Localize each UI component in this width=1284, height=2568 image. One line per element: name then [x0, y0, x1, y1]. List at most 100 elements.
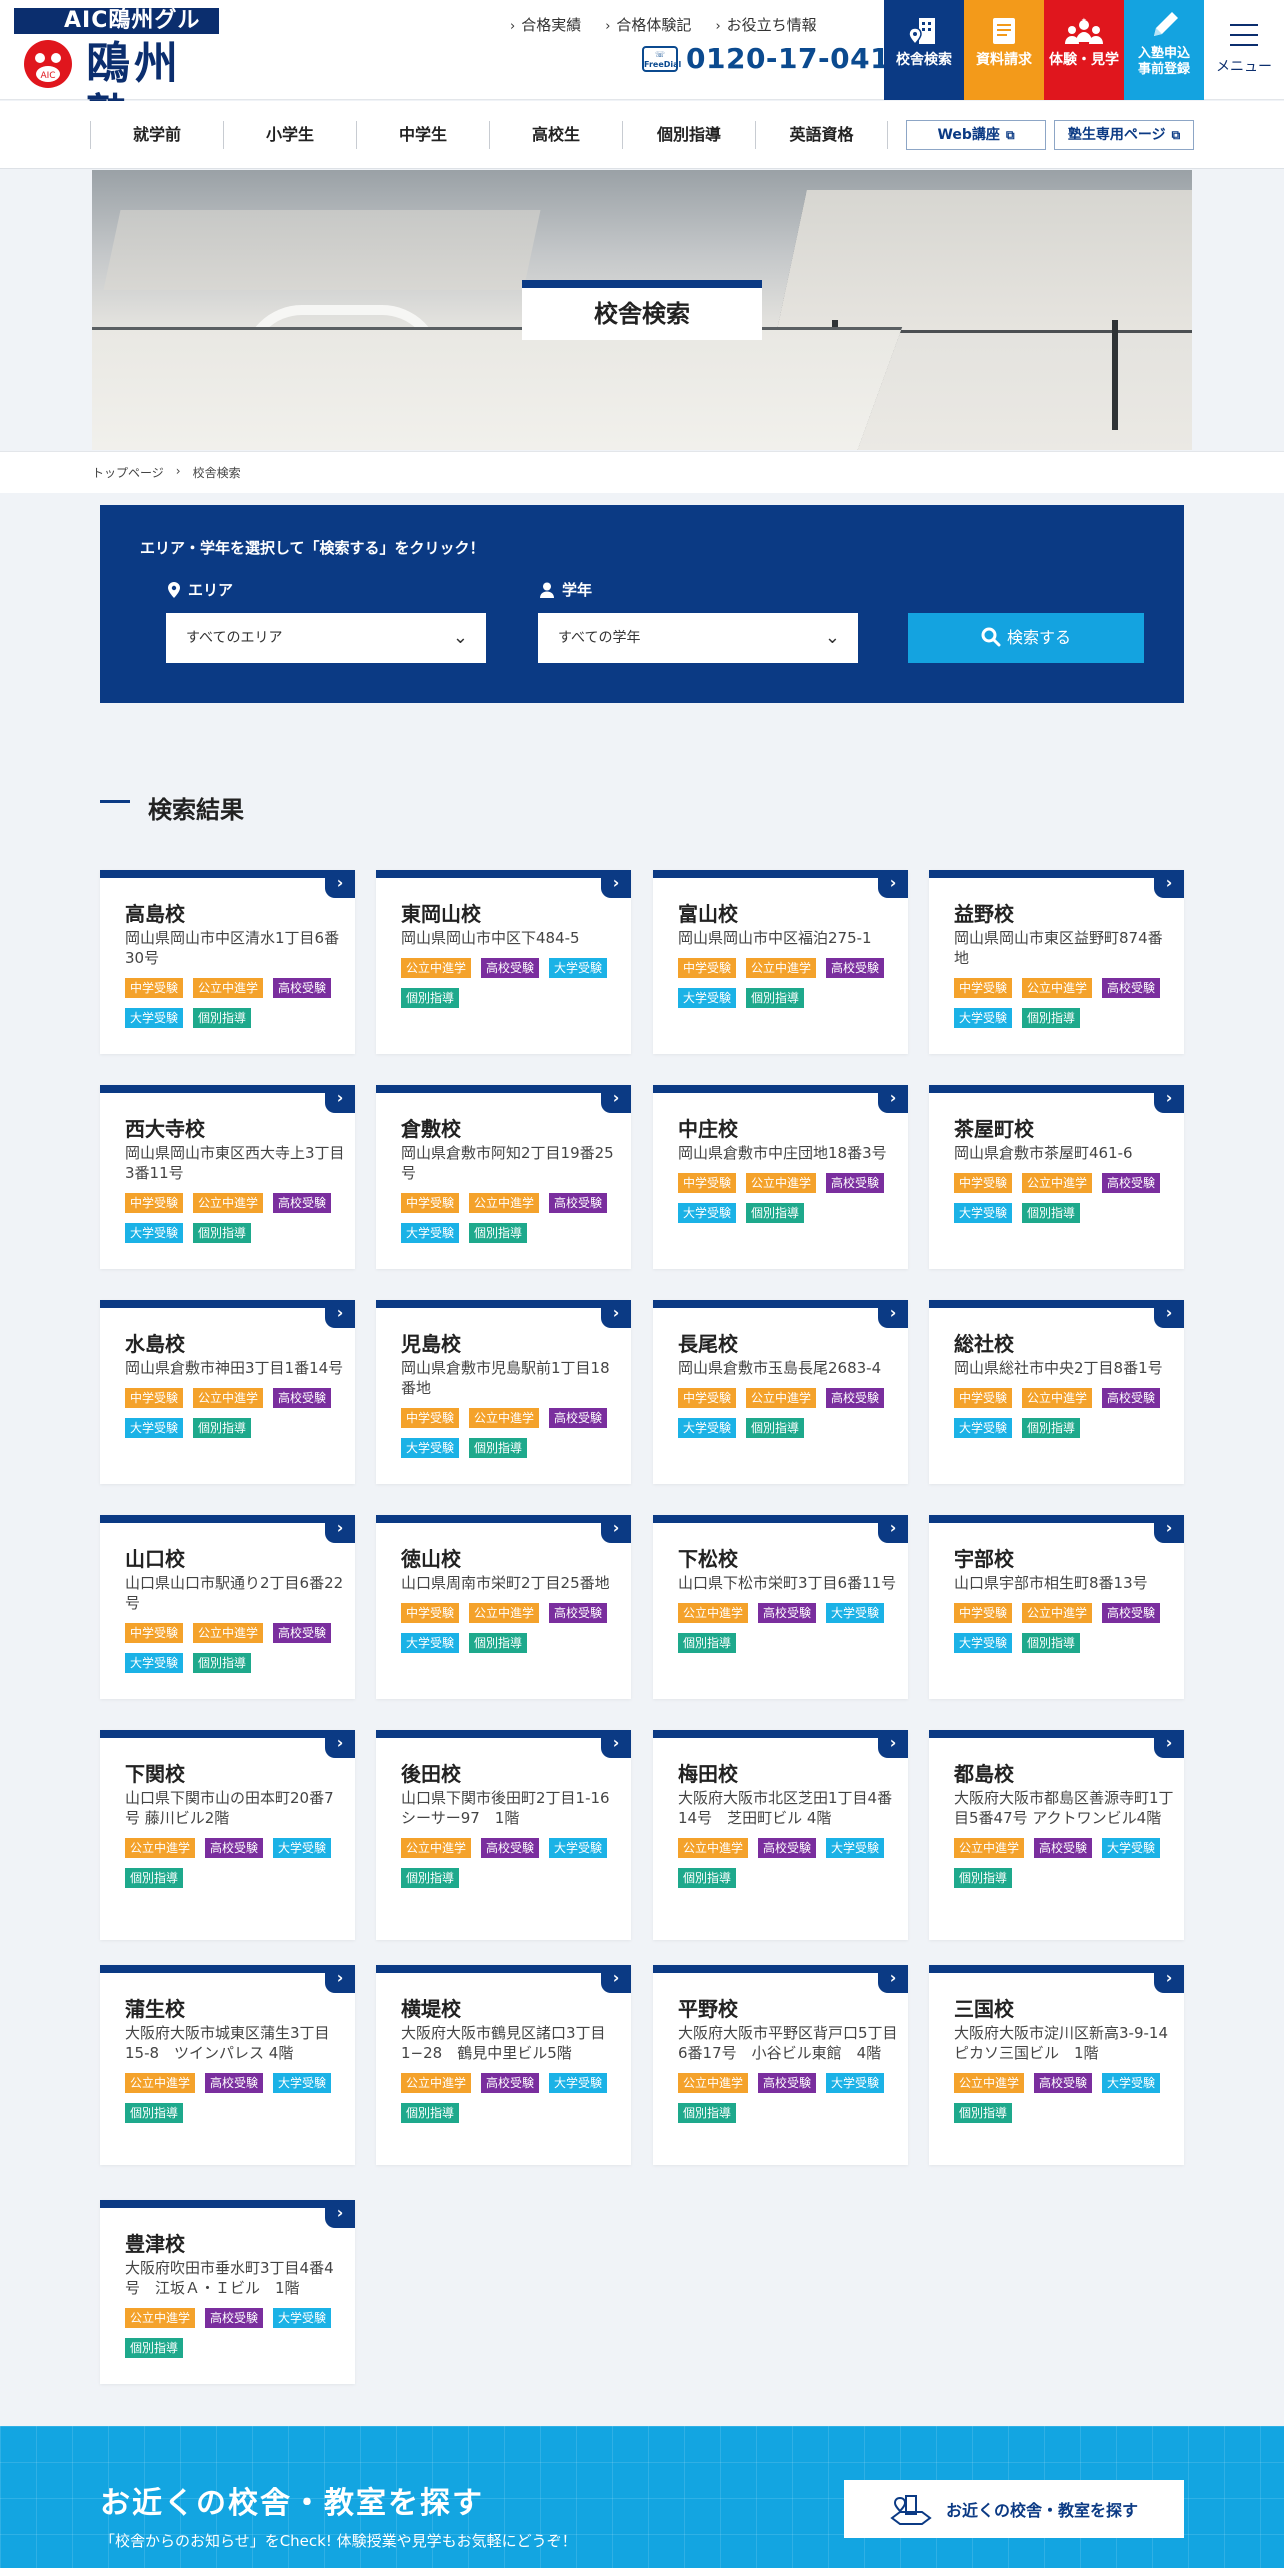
- school-address: 大阪府大阪市平野区背戸口5丁目6番17号 小谷ビル東館 4階: [678, 2024, 898, 2062]
- chevron-right-icon: ›: [510, 19, 516, 34]
- cat-elementary[interactable]: 小学生: [223, 121, 356, 149]
- school-name: 水島校: [125, 1332, 185, 1356]
- course-tag: 個別指導: [678, 1633, 737, 1653]
- chevron-right-icon: ›: [1154, 1730, 1184, 1758]
- building-map-icon: [890, 2495, 932, 2525]
- cat-preschool[interactable]: 就学前: [90, 121, 223, 149]
- course-tag: 高校受験: [273, 978, 332, 998]
- school-card[interactable]: › 富山校 岡山県岡山市中区福泊275-1 中学受験 公立中進学 高校受験 大学受験 個別指導: [653, 870, 908, 1054]
- school-tags: 公立中進学 高校受験 大学受験 個別指導: [954, 1838, 1179, 1888]
- course-tag: 大学受験: [125, 1418, 184, 1438]
- school-address: 山口県宇部市相生町8番13号: [954, 1574, 1148, 1592]
- course-tag: 中学受験: [678, 1388, 737, 1408]
- school-card[interactable]: › 徳山校 山口県周南市栄町2丁目25番地 中学受験 公立中進学 高校受験 大学受験 個別指導: [376, 1515, 631, 1699]
- school-tags: 公立中進学 高校受験 大学受験 個別指導: [125, 1838, 350, 1888]
- school-card[interactable]: › 蒲生校 大阪府大阪市城東区蒲生3丁目15-8 ツインパレス 4階 公立中進学 高校受…: [100, 1965, 355, 2165]
- course-tag: 個別指導: [678, 1868, 737, 1888]
- banner-title: お近くの校舎・教室を探す: [100, 2486, 484, 2521]
- school-card[interactable]: › 中庄校 岡山県倉敷市中庄団地18番3号 中学受験 公立中進学 高校受験 大学受験 個別指導: [653, 1085, 908, 1269]
- nav-button-brochure[interactable]: 資料請求: [964, 0, 1044, 100]
- phone-contact[interactable]: ☏ FreeDial 0120-17-0419: [642, 42, 910, 75]
- school-card[interactable]: › 児島校 岡山県倉敷市児島駅前1丁目18番地 中学受験 公立中進学 高校受験 大学受験 個別…: [376, 1300, 631, 1484]
- school-card[interactable]: › 西大寺校 岡山県岡山市東区西大寺上3丁目3番11号 中学受験 公立中進学 高校受験 大学…: [100, 1085, 355, 1269]
- cat-junior-high[interactable]: 中学生: [356, 121, 489, 149]
- chevron-right-icon: ›: [601, 1300, 631, 1328]
- course-tag: 大学受験: [125, 1653, 184, 1673]
- course-tag: 大学受験: [401, 1633, 460, 1653]
- course-tag: 大学受験: [1102, 2073, 1161, 2093]
- cat-individual[interactable]: 個別指導: [622, 121, 755, 149]
- school-card[interactable]: › 後田校 山口県下関市後田町2丁目1-16 シーサー97 1階 公立中進学 高校受験大…: [376, 1730, 631, 1940]
- school-card[interactable]: › 水島校 岡山県倉敷市神田3丁目1番14号 中学受験 公立中進学 高校受験 大学受験 個別指…: [100, 1300, 355, 1484]
- school-tags: 公立中進学 高校受験 大学受験 個別指導: [678, 1838, 903, 1888]
- web-course-link[interactable]: Web講座 ⧉: [906, 120, 1046, 150]
- banner-subtitle: 「校舎からのお知らせ」をCheck! 体験授業や見学もお気軽にどうぞ！: [100, 2532, 577, 2550]
- school-card[interactable]: › 長尾校 岡山県倉敷市玉島長尾2683-4 中学受験 公立中進学 高校受験 大学受験 個別指…: [653, 1300, 908, 1484]
- school-card[interactable]: › 平野校 大阪府大阪市平野区背戸口5丁目6番17号 小谷ビル東館 4階 公立中進学高…: [653, 1965, 908, 2165]
- school-address: 岡山県岡山市東区益野町874番地: [954, 929, 1163, 967]
- school-card[interactable]: › 豊津校 大阪府吹田市垂水町3丁目4番4号 江坂Ａ・Ｉビル 1階 公立中進学 高校受験…: [100, 2200, 355, 2384]
- school-name: 倉敷校: [401, 1117, 461, 1141]
- course-tag: 個別指導: [193, 1653, 252, 1673]
- school-card[interactable]: › 総社校 岡山県総社市中央2丁目8番1号 中学受験 公立中進学 高校受験 大学受験 個別指導: [929, 1300, 1184, 1484]
- school-name: 東岡山校: [401, 902, 481, 926]
- nav-button-school-search[interactable]: 校舎検索: [884, 0, 964, 100]
- school-card[interactable]: › 梅田校 大阪府大阪市北区芝田1丁目4番14号 芝田町ビル 4階 公立中進学 高校受験…: [653, 1730, 908, 1940]
- school-card[interactable]: › 都島校 大阪府大阪市都島区善源寺町1丁目5番47号 アクトワンビル4階 公立中進学…: [929, 1730, 1184, 1940]
- course-tag: 公立中進学: [469, 1193, 540, 1213]
- school-address: 山口県下関市山の田本町20番7号 藤川ビル2階: [125, 1789, 334, 1827]
- course-tag: 大学受験: [1102, 1838, 1161, 1858]
- grade-select[interactable]: すべての学年 ⌄: [538, 613, 858, 663]
- cat-english[interactable]: 英語資格: [755, 121, 888, 149]
- member-page-link[interactable]: 塾生専用ページ ⧉: [1054, 120, 1194, 150]
- school-card[interactable]: › 山口校 山口県山口市駅通り2丁目6番22号 中学受験 公立中進学 高校受験 大学受験 個別…: [100, 1515, 355, 1699]
- school-card[interactable]: › 下松校 山口県下松市栄町3丁目6番11号 公立中進学 高校受験 大学受験 個別指導: [653, 1515, 908, 1699]
- school-card[interactable]: › 横堤校 大阪府大阪市鶴見区諸口3丁目1−28 鶴見中里ビル5階 公立中進学 高校受験…: [376, 1965, 631, 2165]
- course-tag: 高校受験: [826, 958, 885, 978]
- course-tag: 高校受験: [273, 1193, 332, 1213]
- chevron-right-icon: ›: [1154, 1300, 1184, 1328]
- top-link-info[interactable]: › お役立ち情報: [715, 16, 817, 34]
- breadcrumb-current: 校舎検索: [192, 466, 241, 480]
- hamburger-menu-button[interactable]: メニュー: [1204, 0, 1284, 100]
- chevron-right-icon: ›: [325, 870, 355, 898]
- chevron-right-icon: ›: [878, 1300, 908, 1328]
- course-tag: 高校受験: [826, 1388, 885, 1408]
- school-card[interactable]: › 倉敷校 岡山県倉敷市阿知2丁目19番25号 中学受験 公立中進学 高校受験 大学受験 個別…: [376, 1085, 631, 1269]
- school-card[interactable]: › 茶屋町校 岡山県倉敷市茶屋町461-6 中学受験 公立中進学 高校受験 大学受験 個別指導: [929, 1085, 1184, 1269]
- school-card[interactable]: › 東岡山校 岡山県岡山市中区下484-5 公立中進学 高校受験 大学受験 個別指導: [376, 870, 631, 1054]
- course-tag: 中学受験: [678, 1173, 737, 1193]
- nav-button-trial[interactable]: ★ 体験・見学: [1044, 0, 1124, 100]
- school-tags: 中学受験 公立中進学 高校受験 大学受験 個別指導: [401, 1603, 626, 1653]
- course-tag: 中学受験: [954, 1388, 1013, 1408]
- school-card[interactable]: › 下関校 山口県下関市山の田本町20番7号 藤川ビル2階 公立中進学 高校受験 大学受験…: [100, 1730, 355, 1940]
- chevron-right-icon: ›: [878, 1730, 908, 1758]
- site-logo[interactable]: AIC鴎州グループ AIC 鴎州塾: [14, 8, 219, 141]
- school-card[interactable]: › 高島校 岡山県岡山市中区清水1丁目6番30号 中学受験 公立中進学 高校受験 大学受験個…: [100, 870, 355, 1054]
- chevron-right-icon: ›: [601, 1085, 631, 1113]
- school-card[interactable]: › 益野校 岡山県岡山市東区益野町874番地 中学受験 公立中進学 高校受験 大学受験 個別指…: [929, 870, 1184, 1054]
- course-tag: 大学受験: [549, 1838, 608, 1858]
- course-tag: 大学受験: [125, 1008, 184, 1028]
- course-tag: 公立中進学: [746, 1173, 817, 1193]
- nearby-school-button[interactable]: お近くの校舎・教室を探す: [844, 2480, 1184, 2538]
- school-card[interactable]: › 三国校 大阪府大阪市淀川区新高3-9-14 ピカソ三国ビル 1階 公立中進学 高校受…: [929, 1965, 1184, 2165]
- school-tags: 中学受験 公立中進学 高校受験 大学受験 個別指導: [401, 1408, 626, 1458]
- school-tags: 公立中進学 高校受験 大学受験 個別指導: [401, 958, 626, 1008]
- school-card[interactable]: › 宇部校 山口県宇部市相生町8番13号 中学受験 公立中進学 高校受験 大学受験 個別指導: [929, 1515, 1184, 1699]
- logo-group-name: AIC鴎州グループ: [14, 8, 219, 59]
- cat-high-school[interactable]: 高校生: [489, 121, 622, 149]
- search-button[interactable]: 検索する: [908, 613, 1144, 663]
- course-tag: 大学受験: [273, 2308, 332, 2328]
- school-name: 西大寺校: [125, 1117, 205, 1141]
- breadcrumb-home[interactable]: トップページ: [92, 466, 164, 480]
- school-tags: 中学受験 公立中進学 高校受験 大学受験 個別指導: [401, 1193, 626, 1243]
- chevron-right-icon: ›: [878, 870, 908, 898]
- school-name: 蒲生校: [125, 1997, 185, 2021]
- nav-button-enrollment[interactable]: 入塾申込 事前登録: [1124, 0, 1204, 100]
- course-tag: 公立中進学: [1022, 1603, 1093, 1623]
- top-link-testimonials[interactable]: › 合格体験記: [605, 16, 692, 34]
- school-tags: 中学受験 公立中進学 高校受験 大学受験 個別指導: [125, 1388, 350, 1438]
- area-select[interactable]: すべてのエリア ⌄: [166, 613, 486, 663]
- top-link-results[interactable]: › 合格実績: [510, 16, 582, 34]
